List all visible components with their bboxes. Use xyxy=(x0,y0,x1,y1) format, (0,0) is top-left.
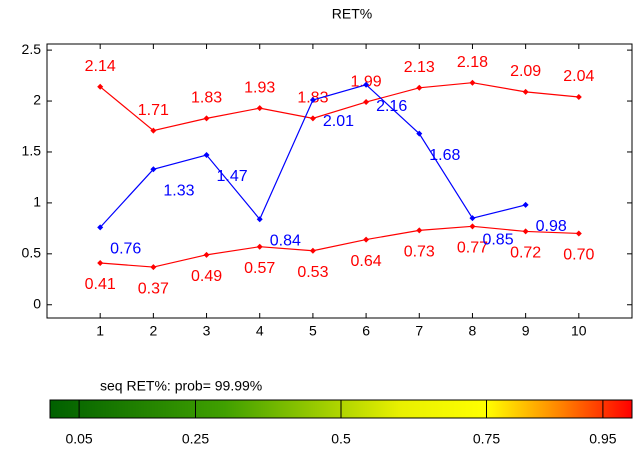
point-marker xyxy=(256,243,263,250)
x-tick-label: 7 xyxy=(415,323,423,339)
series-line xyxy=(100,225,579,268)
y-tick-label: 0.5 xyxy=(22,245,42,261)
x-tick-label: 4 xyxy=(256,323,264,339)
x-tick-label: 9 xyxy=(522,323,530,339)
colorbar-tick-label: 0.25 xyxy=(182,431,209,447)
x-tick-label: 10 xyxy=(571,323,587,339)
y-tick-label: 1 xyxy=(33,194,41,210)
y-tick-label: 2 xyxy=(33,92,41,108)
data-label: 0.72 xyxy=(510,245,541,262)
point-marker xyxy=(575,93,582,100)
point-marker xyxy=(416,227,423,234)
point-marker xyxy=(150,264,157,271)
x-tick-label: 8 xyxy=(469,323,477,339)
data-label: 0.70 xyxy=(563,247,594,264)
point-marker xyxy=(416,84,423,91)
data-label: 0.85 xyxy=(482,231,513,248)
point-marker xyxy=(309,97,316,104)
data-label: 0.73 xyxy=(404,244,435,261)
point-marker xyxy=(363,81,370,88)
data-label: 0.57 xyxy=(244,260,275,277)
colorbar-tick-label: 0.5 xyxy=(331,431,351,447)
x-tick-label: 6 xyxy=(362,323,370,339)
point-marker xyxy=(522,88,529,95)
y-tick-label: 2.5 xyxy=(22,41,42,57)
point-marker xyxy=(256,216,263,223)
data-label: 1.99 xyxy=(351,73,382,90)
plot-frame xyxy=(46,43,633,319)
point-marker xyxy=(97,259,104,266)
y-tick-label: 0 xyxy=(33,295,41,311)
colorbar-tick-label: 0.75 xyxy=(473,431,500,447)
point-marker xyxy=(309,115,316,122)
series-line xyxy=(99,82,579,132)
point-marker xyxy=(203,115,210,122)
data-label: 1.93 xyxy=(244,79,275,96)
point-marker xyxy=(150,127,157,134)
point-marker xyxy=(97,83,104,90)
point-marker xyxy=(469,223,476,230)
point-marker xyxy=(469,215,476,222)
data-label: 0.84 xyxy=(270,232,301,249)
data-label: 0.41 xyxy=(85,276,116,293)
point-marker xyxy=(309,247,316,254)
point-marker xyxy=(522,228,529,235)
data-label: 0.49 xyxy=(191,268,222,285)
data-label: 1.68 xyxy=(429,147,460,164)
colorbar-tick-label: 0.95 xyxy=(589,431,616,447)
point-marker xyxy=(363,99,370,106)
data-label: 2.14 xyxy=(85,58,116,75)
data-label: 2.18 xyxy=(457,54,488,71)
data-label: 0.37 xyxy=(138,280,169,297)
data-label: 2.16 xyxy=(376,98,407,115)
x-tick-label: 1 xyxy=(96,323,104,339)
point-marker xyxy=(522,201,529,208)
point-marker xyxy=(575,230,582,237)
point-marker xyxy=(203,251,210,258)
x-tick-label: 5 xyxy=(309,323,317,339)
point-marker xyxy=(256,105,263,112)
data-label: 0.77 xyxy=(457,240,488,257)
point-marker xyxy=(97,224,104,231)
point-marker xyxy=(416,130,423,137)
point-marker xyxy=(150,166,157,173)
y-tick-label: 1.5 xyxy=(22,143,42,159)
colorbar-label: seq RET%: prob= 99.99% xyxy=(100,378,262,394)
point-marker xyxy=(363,236,370,243)
data-label: 2.09 xyxy=(510,63,541,80)
data-label: 1.83 xyxy=(191,90,222,107)
data-label: 2.01 xyxy=(323,113,354,130)
x-tick-label: 3 xyxy=(203,323,211,339)
data-label: 2.04 xyxy=(563,68,594,85)
point-marker xyxy=(203,152,210,159)
colorbar-tick-label: 0.05 xyxy=(65,431,92,447)
data-label: 2.13 xyxy=(404,59,435,76)
x-tick-label: 2 xyxy=(149,323,157,339)
data-label: 0.98 xyxy=(536,218,567,235)
data-label: 1.71 xyxy=(138,102,169,119)
chart-title: RET% xyxy=(332,6,372,22)
data-label: 0.53 xyxy=(297,264,328,281)
data-label: 0.64 xyxy=(351,253,382,270)
data-label: 1.47 xyxy=(217,168,248,185)
data-label: 0.76 xyxy=(110,241,141,258)
data-label: 1.33 xyxy=(163,183,194,200)
point-marker xyxy=(469,79,476,86)
